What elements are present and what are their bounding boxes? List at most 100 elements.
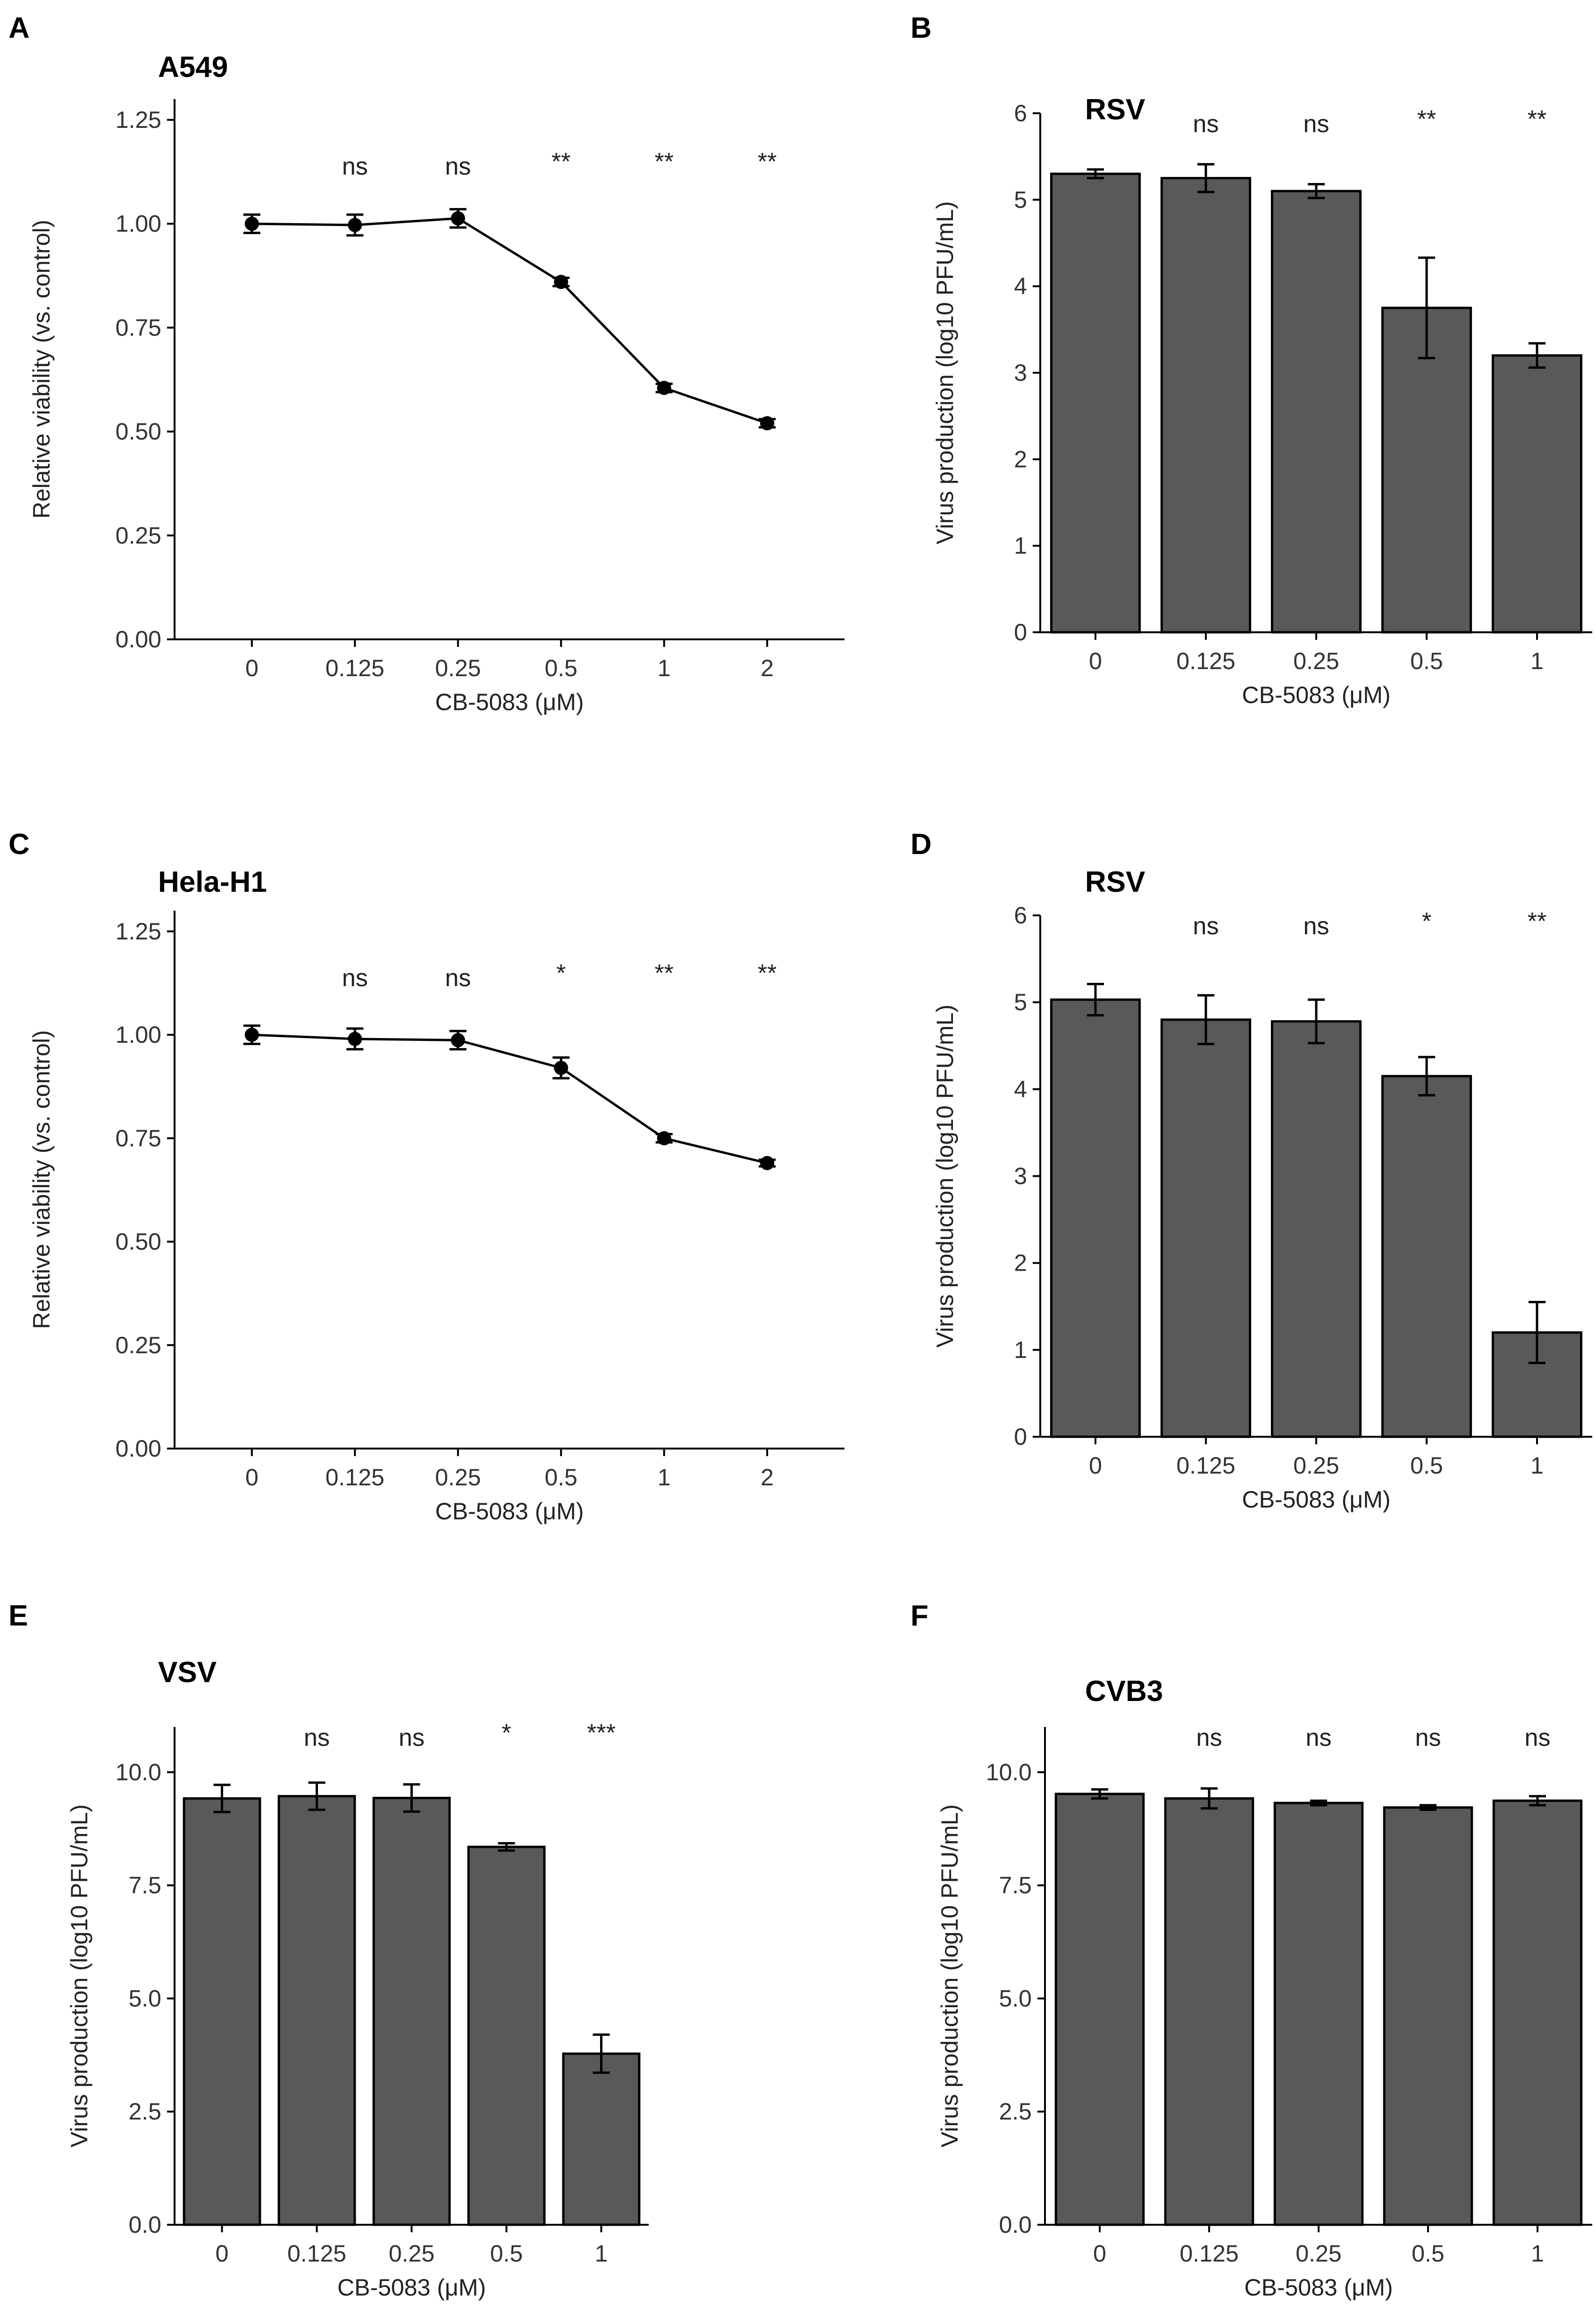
error-bar-3	[1420, 1804, 1437, 1811]
panel-d: D RSV 0 1 2 3 4 5 6 0 0.125 0.25 0.5 1 CB-5083 (μM) Vir…	[911, 828, 1592, 1513]
significance-label-5: **	[758, 148, 777, 176]
x-tick-label: 2	[760, 655, 774, 681]
significance-label-1: ns	[1193, 913, 1219, 940]
bar-4	[562, 2052, 641, 2226]
significance-label-2: ns	[1304, 110, 1329, 138]
y-tick-label: 0	[1014, 619, 1027, 645]
series-line	[251, 1033, 768, 1165]
error-bar-0	[1091, 1788, 1108, 1800]
x-tick-label: 0	[1089, 648, 1102, 674]
data-point-3	[554, 275, 568, 289]
significance-label-2: ns	[1306, 1724, 1332, 1751]
bar-1	[1164, 1797, 1254, 2226]
x-axis-label: CB-5083 (μM)	[1242, 1486, 1391, 1513]
significance-label-3: *	[556, 960, 566, 987]
y-tick-label: 10.0	[116, 1759, 161, 1785]
panel-f: F CVB3 0.0 2.5 5.0 7.5 10.0 0 0.125 0.25 0.5 1 CB-50…	[911, 1600, 1592, 2301]
y-tick-label: 1	[1014, 533, 1027, 559]
significance-label-4: **	[654, 960, 673, 987]
y-tick-label: 0.25	[116, 1332, 161, 1358]
panel-a: A A549 0.00 0.25 0.50 0.75 1.00 1.25 0 0.125 0.25 0…	[8, 12, 844, 715]
y-tick-label: 0.50	[116, 1229, 161, 1255]
panel-e: E VSV 0.0 2.5 5.0 7.5 10.0 0 0.125 0.25 0.5 1 CB-508…	[8, 1600, 649, 2301]
y-tick-label: 7.5	[999, 1872, 1032, 1899]
y-tick-label: 2	[1014, 1250, 1027, 1276]
error-bar-2	[403, 1783, 420, 1813]
bar-3	[1381, 1075, 1472, 1438]
x-tick-label: 0.25	[435, 1464, 481, 1491]
y-tick-label: 0.0	[999, 2212, 1032, 2238]
chart-title: VSV	[158, 1656, 217, 1689]
y-tick-label: 4	[1014, 273, 1027, 300]
panel-letter: F	[911, 1600, 928, 1632]
significance-label-3: *	[1422, 908, 1431, 935]
y-tick-label: 2.5	[128, 2098, 161, 2125]
x-tick-label: 0.25	[1293, 1452, 1339, 1479]
y-axis-label: Virus production (log10 PFU/mL)	[66, 1804, 92, 2147]
error-bar-1	[1201, 1787, 1218, 1810]
y-tick-label: 0.75	[116, 1125, 161, 1151]
error-bar-0	[213, 1784, 231, 1813]
x-tick-label: 1	[658, 655, 671, 681]
chart-title: Hela-H1	[158, 866, 267, 898]
x-tick-label: 1	[595, 2240, 608, 2267]
y-tick-label: 5.0	[128, 1985, 161, 2011]
y-tick-label: 1.25	[116, 107, 161, 133]
data-point-2	[451, 1033, 465, 1047]
significance-label-5: **	[758, 960, 777, 987]
data-point-0	[244, 217, 259, 231]
error-bar-3	[498, 1842, 515, 1852]
data-point-4	[657, 1131, 671, 1146]
bar-0	[1050, 172, 1141, 634]
error-bar-1	[1197, 994, 1214, 1046]
significance-label-1: ns	[304, 1724, 330, 1751]
significance-label-4: **	[654, 148, 673, 176]
panel-letter: E	[8, 1600, 28, 1632]
data-point-1	[348, 218, 362, 232]
bar-1	[1160, 177, 1252, 634]
bar-4	[1492, 1799, 1583, 2226]
x-tick-label: 0.25	[435, 655, 481, 681]
significance-label-3: **	[551, 148, 570, 176]
panel-letter: A	[8, 12, 30, 44]
bar-0	[1050, 998, 1141, 1438]
bar-1	[1160, 1018, 1252, 1438]
x-tick-label: 0.5	[1410, 648, 1443, 674]
y-tick-label: 2	[1014, 446, 1027, 472]
panel-letter: C	[8, 828, 30, 861]
error-bar-4	[1529, 1301, 1546, 1364]
error-bar-3	[1418, 256, 1435, 360]
y-axis-label: Relative viability (vs. control)	[28, 220, 55, 519]
data-point-1	[348, 1031, 362, 1046]
bar-4	[1491, 354, 1583, 634]
y-tick-label: 10.0	[986, 1759, 1032, 1785]
x-tick-label: 0	[1089, 1452, 1102, 1479]
y-tick-label: 6	[1014, 902, 1027, 929]
error-bar-4	[593, 2033, 610, 2074]
error-bar-2	[1310, 1799, 1327, 1807]
x-tick-label: 1	[1530, 648, 1544, 674]
error-bar-1	[308, 1781, 326, 1811]
y-tick-label: 0.25	[116, 522, 161, 549]
significance-label-2: ns	[445, 964, 471, 992]
x-tick-label: 2	[760, 1464, 774, 1491]
y-tick-label: 5	[1014, 989, 1027, 1015]
bar-3	[467, 1845, 546, 2226]
x-tick-label: 0	[245, 655, 259, 681]
error-bar-2	[1308, 183, 1325, 200]
y-tick-label: 6	[1014, 100, 1027, 126]
x-tick-label: 0.25	[1295, 2240, 1341, 2267]
significance-label-1: ns	[342, 964, 368, 992]
x-tick-label: 0.5	[1412, 2240, 1445, 2267]
bar-2	[372, 1797, 451, 2226]
panel-letter: D	[911, 828, 932, 861]
chart-title: CVB3	[1085, 1675, 1163, 1708]
x-tick-label: 0.125	[326, 655, 384, 681]
y-tick-label: 1	[1014, 1337, 1027, 1363]
significance-label-2: ns	[1304, 913, 1329, 940]
x-tick-label: 0.5	[1410, 1452, 1443, 1479]
y-tick-label: 4	[1014, 1076, 1027, 1102]
chart-title: A549	[158, 51, 228, 84]
significance-label-3: **	[1417, 106, 1436, 133]
